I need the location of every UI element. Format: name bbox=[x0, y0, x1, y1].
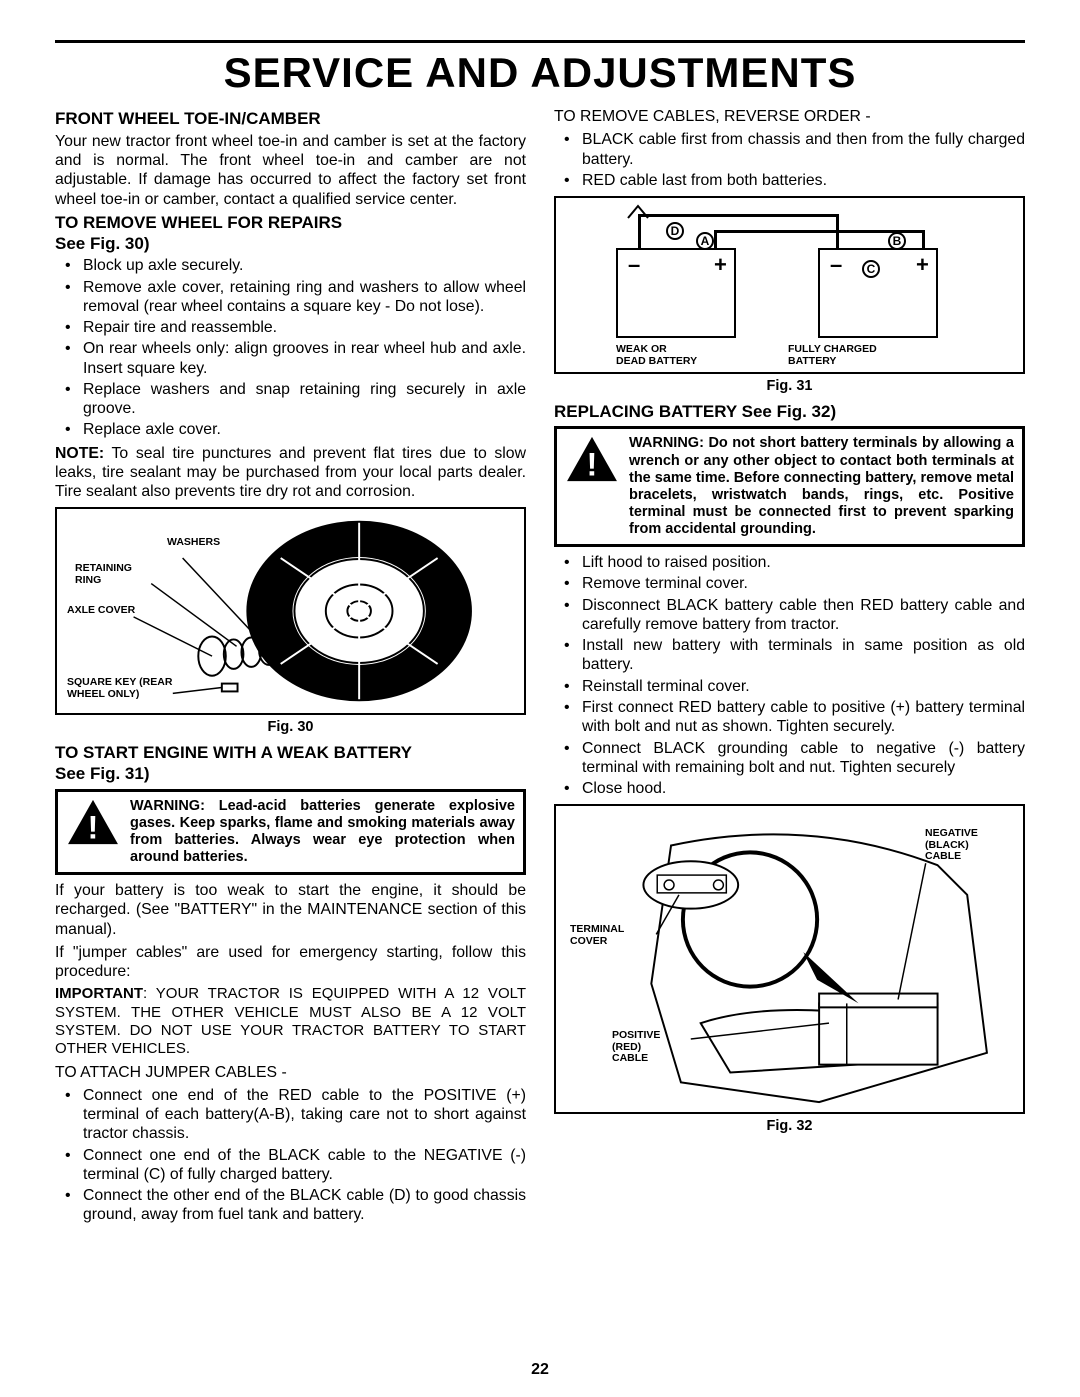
para-weak-2: If "jumper cables" are used for emergenc… bbox=[55, 943, 526, 982]
para-weak-1: If your battery is too weak to start the… bbox=[55, 881, 526, 939]
black-cable-line bbox=[638, 214, 838, 217]
fig32-caption: Fig. 32 bbox=[554, 1118, 1025, 1136]
warning-box-2: ! WARNING: Do not short battery terminal… bbox=[554, 426, 1025, 547]
minus-sign: – bbox=[628, 252, 640, 279]
heading-weak-battery: TO START ENGINE WITH A WEAK BATTERY See … bbox=[55, 743, 526, 784]
svg-text:!: ! bbox=[587, 446, 598, 483]
figure-32: NEGATIVE(BLACK)CABLE TERMINALCOVER POSIT… bbox=[554, 804, 1025, 1114]
list-item: RED cable last from both batteries. bbox=[554, 171, 1025, 190]
two-column-layout: FRONT WHEEL TOE-IN/CAMBER Your new tract… bbox=[55, 107, 1025, 1229]
label-axle-cover: AXLE COVER bbox=[67, 605, 135, 617]
list-item: On rear wheels only: align grooves in re… bbox=[55, 339, 526, 378]
note-text: To seal tire punctures and prevent flat … bbox=[55, 445, 526, 501]
list-item: Connect one end of the RED cable to the … bbox=[55, 1086, 526, 1144]
list-item: Repair tire and reassemble. bbox=[55, 318, 526, 337]
list-item: First connect RED battery cable to posit… bbox=[554, 698, 1025, 737]
list-item: Connect BLACK grounding cable to negativ… bbox=[554, 739, 1025, 778]
plus-sign: + bbox=[714, 252, 727, 279]
warning-1-text: WARNING: Lead-acid batteries generate ex… bbox=[130, 798, 515, 866]
remove-cables-list: BLACK cable first from chassis and then … bbox=[554, 130, 1025, 190]
letter-c: C bbox=[862, 260, 880, 278]
warn2-label: WARNING: bbox=[629, 435, 708, 451]
warn1-label: WARNING: bbox=[130, 798, 219, 814]
label-washers: WASHERS bbox=[167, 537, 220, 549]
weak-battery-label: WEAK ORDEAD BATTERY bbox=[616, 344, 726, 367]
remove-wheel-list: Block up axle securely. Remove axle cove… bbox=[55, 256, 526, 439]
letter-b: B bbox=[888, 232, 906, 250]
letter-a: A bbox=[696, 232, 714, 250]
para-front-wheel: Your new tractor front wheel toe-in and … bbox=[55, 132, 526, 209]
remove-cables-heading: TO REMOVE CABLES, REVERSE ORDER - bbox=[554, 107, 1025, 126]
list-item: Replace washers and snap retaining ring … bbox=[55, 380, 526, 419]
list-item: Connect one end of the BLACK cable to th… bbox=[55, 1146, 526, 1185]
list-item: Remove axle cover, retaining ring and wa… bbox=[55, 278, 526, 317]
top-rule bbox=[55, 40, 1025, 43]
left-column: FRONT WHEEL TOE-IN/CAMBER Your new tract… bbox=[55, 107, 526, 1229]
figure-31: – + – + D A B C WEAK ORDEAD BATTERY bbox=[554, 196, 1025, 374]
warning-icon-2: ! bbox=[565, 435, 619, 483]
figure-30: WASHERS RETAININGRING AXLE COVER SQUARE … bbox=[55, 507, 526, 715]
minus-sign-2: – bbox=[830, 252, 842, 279]
cable-drop-b bbox=[922, 230, 925, 250]
list-item: Reinstall terminal cover. bbox=[554, 677, 1025, 696]
heading-front-wheel: FRONT WHEEL TOE-IN/CAMBER bbox=[55, 109, 526, 130]
note-seal-tire: NOTE: To seal tire punctures and prevent… bbox=[55, 444, 526, 502]
ground-clamp-icon bbox=[624, 204, 654, 220]
list-item: Block up axle securely. bbox=[55, 256, 526, 275]
fig31-caption: Fig. 31 bbox=[554, 378, 1025, 396]
warning-box-1: ! WARNING: Lead-acid batteries generate … bbox=[55, 789, 526, 875]
note-label: NOTE: bbox=[55, 445, 104, 462]
heading-remove-wheel-l1: TO REMOVE WHEEL FOR REPAIRS bbox=[55, 213, 342, 232]
attach-list: Connect one end of the RED cable to the … bbox=[55, 1086, 526, 1225]
warning-icon: ! bbox=[66, 798, 120, 846]
label-square-key: SQUARE KEY (REARWHEEL ONLY) bbox=[67, 677, 197, 700]
plus-sign-2: + bbox=[916, 252, 929, 279]
attach-heading: TO ATTACH JUMPER CABLES - bbox=[55, 1063, 526, 1082]
cable-drop-c bbox=[836, 214, 839, 250]
cable-drop-a bbox=[714, 230, 717, 250]
right-column: TO REMOVE CABLES, REVERSE ORDER - BLACK … bbox=[554, 107, 1025, 1229]
list-item: Disconnect BLACK battery cable then RED … bbox=[554, 596, 1025, 635]
list-item: Lift hood to raised position. bbox=[554, 553, 1025, 572]
heading-replace-battery: REPLACING BATTERY See Fig. 32) bbox=[554, 402, 1025, 423]
list-item: Replace axle cover. bbox=[55, 420, 526, 439]
important-label: IMPORTANT bbox=[55, 985, 143, 1002]
heading-weak-l2: See Fig. 31) bbox=[55, 764, 149, 783]
important-para: IMPORTANT: YOUR TRACTOR IS EQUIPPED WITH… bbox=[55, 985, 526, 1058]
heading-remove-wheel: TO REMOVE WHEEL FOR REPAIRS See Fig. 30) bbox=[55, 213, 526, 254]
label-negative-cable: NEGATIVE(BLACK)CABLE bbox=[925, 828, 1005, 863]
page-title: SERVICE AND ADJUSTMENTS bbox=[55, 49, 1025, 97]
letter-d: D bbox=[666, 222, 684, 240]
charged-battery-label: FULLY CHARGEDBATTERY bbox=[788, 344, 928, 367]
svg-text:!: ! bbox=[88, 808, 99, 845]
list-item: BLACK cable first from chassis and then … bbox=[554, 130, 1025, 169]
list-item: Connect the other end of the BLACK cable… bbox=[55, 1186, 526, 1225]
heading-remove-wheel-l2: See Fig. 30) bbox=[55, 234, 149, 253]
list-item: Install new battery with terminals in sa… bbox=[554, 636, 1025, 675]
label-positive-cable: POSITIVE(RED)CABLE bbox=[612, 1030, 692, 1065]
page-number: 22 bbox=[0, 1361, 1080, 1379]
fig30-caption: Fig. 30 bbox=[55, 719, 526, 737]
label-retaining: RETAININGRING bbox=[75, 563, 155, 586]
label-terminal-cover: TERMINALCOVER bbox=[570, 924, 650, 947]
heading-weak-l1: TO START ENGINE WITH A WEAK BATTERY bbox=[55, 743, 412, 762]
list-item: Remove terminal cover. bbox=[554, 574, 1025, 593]
replace-battery-list: Lift hood to raised position. Remove ter… bbox=[554, 553, 1025, 798]
list-item: Close hood. bbox=[554, 779, 1025, 798]
warning-2-text: WARNING: Do not short battery terminals … bbox=[629, 435, 1014, 538]
